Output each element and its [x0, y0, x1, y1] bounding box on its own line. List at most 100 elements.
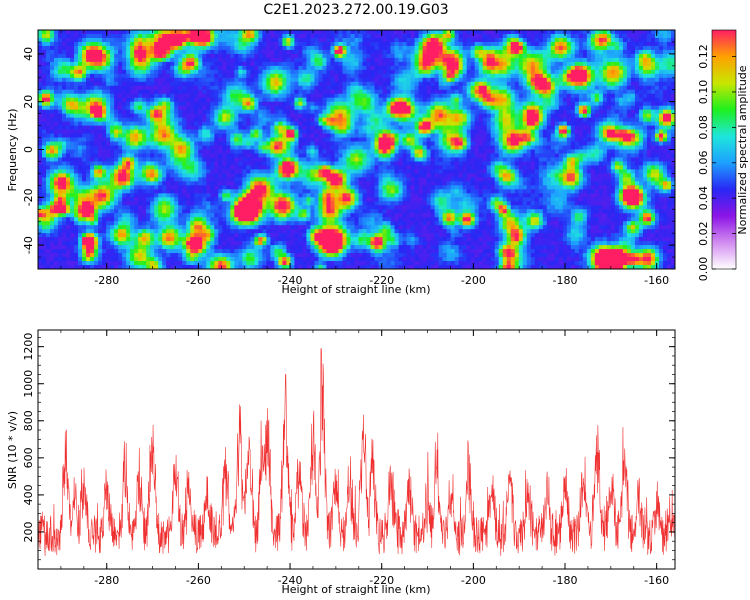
heatmap-cell — [634, 141, 640, 146]
heatmap-cell — [190, 105, 195, 111]
heatmap-cell — [542, 125, 548, 130]
heatmap-cell — [542, 85, 548, 91]
heatmap-cell — [330, 145, 335, 150]
heatmap-cell — [614, 33, 620, 39]
heatmap-cell — [262, 109, 267, 115]
heatmap-cell — [310, 57, 315, 63]
heatmap-cell — [390, 49, 395, 55]
heatmap-cell — [498, 109, 504, 115]
heatmap-cell — [274, 137, 279, 142]
heatmap-cell — [230, 37, 235, 43]
heatmap-cell — [106, 105, 111, 111]
heatmap-cell — [42, 85, 47, 91]
heatmap-cell — [578, 105, 584, 111]
heatmap-cell — [226, 41, 231, 47]
heatmap-cell — [222, 101, 227, 107]
heatmap-cell — [154, 145, 159, 150]
heatmap-cell — [666, 45, 672, 51]
heatmap-cell — [486, 73, 492, 79]
heatmap-cell — [398, 45, 403, 51]
heatmap-cell — [74, 45, 79, 51]
heatmap-cell — [370, 57, 375, 63]
heatmap-cell — [414, 125, 419, 130]
heatmap-cell — [466, 45, 472, 51]
heatmap-cell — [510, 57, 516, 63]
heatmap-cell — [582, 109, 588, 115]
heatmap-cell — [346, 45, 351, 51]
heatmap-cell — [586, 141, 592, 146]
heatmap-cell — [118, 33, 123, 39]
heatmap-cell — [502, 125, 508, 130]
heatmap-cell — [606, 141, 612, 146]
heatmap-cell — [74, 69, 79, 75]
heatmap-cell — [382, 149, 387, 154]
heatmap-cell — [474, 81, 480, 87]
heatmap-cell — [246, 33, 251, 39]
heatmap-cell — [374, 145, 379, 150]
heatmap-cell — [158, 153, 163, 158]
heatmap-cell — [218, 73, 223, 79]
heatmap-cell — [598, 73, 604, 79]
heatmap-cell — [626, 117, 632, 123]
heatmap-cell — [474, 145, 480, 150]
heatmap-cell — [430, 69, 436, 75]
heatmap-cell — [86, 73, 91, 79]
heatmap-cell — [462, 125, 468, 130]
heatmap-cell — [58, 105, 63, 111]
heatmap-cell — [462, 69, 468, 75]
heatmap-cell — [362, 105, 367, 111]
heatmap-cell — [670, 61, 675, 67]
heatmap-cell — [254, 153, 259, 158]
heatmap-cell — [294, 141, 299, 146]
heatmap-cell — [334, 41, 339, 47]
heatmap-cell — [670, 117, 675, 123]
heatmap-cell — [422, 125, 428, 130]
heatmap-cell — [386, 113, 391, 119]
heatmap-cell — [482, 109, 488, 115]
heatmap-cell — [550, 97, 556, 103]
heatmap-cell — [514, 133, 520, 138]
heatmap-cell — [462, 45, 468, 51]
heatmap-cell — [138, 33, 143, 39]
heatmap-cell — [434, 105, 440, 111]
heatmap-cell — [522, 81, 528, 87]
heatmap-cell — [302, 73, 307, 79]
heatmap-cell — [510, 93, 516, 99]
heatmap-cell — [58, 69, 63, 75]
heatmap-cell — [242, 45, 247, 51]
heatmap-cell — [630, 149, 636, 154]
heatmap-cell — [274, 141, 279, 146]
heatmap-cell — [566, 77, 572, 83]
heatmap-cell — [50, 49, 55, 55]
heatmap-cell — [126, 125, 131, 130]
heatmap-cell — [146, 153, 151, 158]
heatmap-cell — [54, 73, 59, 79]
heatmap-cell — [250, 109, 255, 115]
heatmap-cell — [122, 45, 127, 51]
heatmap-cell — [194, 125, 199, 130]
heatmap-cell — [314, 149, 319, 154]
heatmap-cell — [90, 37, 95, 43]
heatmap-cell — [670, 121, 675, 126]
heatmap-cell — [518, 57, 524, 63]
heatmap-cell — [298, 153, 303, 158]
heatmap-cell — [270, 105, 275, 111]
heatmap-cell — [458, 65, 464, 71]
heatmap-cell — [54, 117, 59, 123]
heatmap-cell — [374, 77, 379, 83]
heatmap-cell — [106, 53, 111, 59]
heatmap-cell — [62, 141, 67, 146]
heatmap-cell — [262, 117, 267, 123]
heatmap-cell — [162, 73, 167, 79]
heatmap-cell — [542, 105, 548, 111]
heatmap-cell — [534, 105, 540, 111]
heatmap-cell — [314, 97, 319, 103]
heatmap-cell — [558, 65, 564, 71]
heatmap-cell — [306, 81, 311, 87]
heatmap-cell — [54, 30, 59, 35]
heatmap-cell — [346, 57, 351, 63]
heatmap-cell — [186, 93, 191, 99]
heatmap-cell — [642, 145, 648, 150]
heatmap-cell — [350, 89, 355, 95]
heatmap-cell — [538, 85, 544, 91]
